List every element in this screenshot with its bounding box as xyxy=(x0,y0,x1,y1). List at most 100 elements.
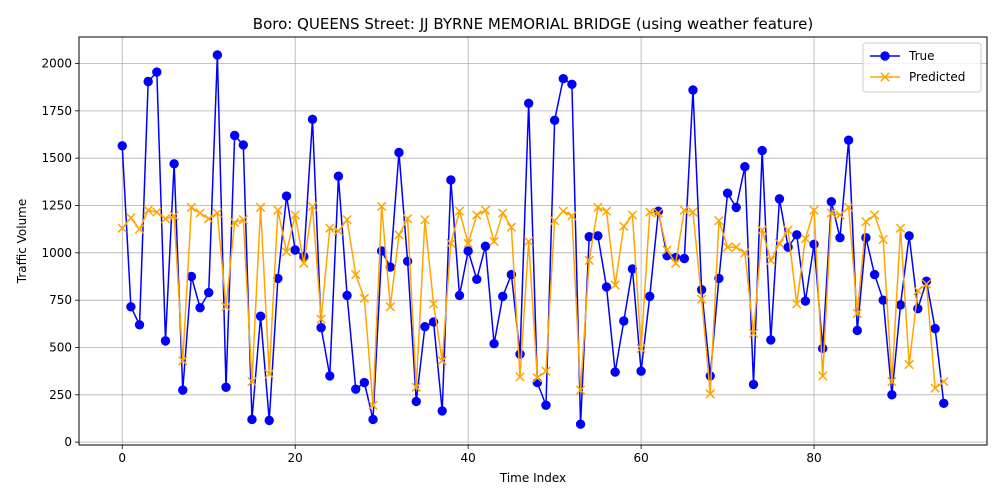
data-point-true xyxy=(895,300,906,310)
data-point-predicted xyxy=(610,280,620,290)
data-point-true xyxy=(134,320,145,330)
data-point-predicted xyxy=(861,216,871,227)
data-point-true xyxy=(722,188,733,198)
data-point-predicted xyxy=(238,214,249,225)
data-point-true xyxy=(316,322,326,333)
data-point-predicted xyxy=(333,226,344,236)
data-point-true xyxy=(204,287,214,298)
data-point-true xyxy=(939,398,949,409)
data-point-predicted xyxy=(411,382,421,392)
x-tick-label: 20 xyxy=(288,451,303,465)
data-point-predicted xyxy=(939,376,949,387)
y-tick-label: 1250 xyxy=(41,199,72,213)
data-point-true xyxy=(731,202,741,213)
data-point-true xyxy=(619,316,629,326)
grid-lines xyxy=(79,37,987,445)
data-point-true xyxy=(636,366,646,376)
data-point-predicted xyxy=(143,205,153,215)
data-point-predicted xyxy=(670,258,681,268)
x-tick-label: 40 xyxy=(461,451,476,465)
data-point-true xyxy=(281,191,292,201)
data-point-true xyxy=(221,382,231,392)
data-point-predicted xyxy=(817,371,828,381)
data-point-predicted xyxy=(792,299,802,309)
data-point-predicted xyxy=(420,214,430,225)
data-point-predicted xyxy=(342,214,352,225)
data-point-predicted xyxy=(134,224,145,234)
data-point-predicted xyxy=(169,211,179,221)
data-point-predicted xyxy=(593,202,603,213)
data-point-predicted xyxy=(126,213,136,223)
data-point-predicted xyxy=(325,223,335,233)
data-point-true xyxy=(143,76,153,87)
legend-marker-predicted xyxy=(880,72,890,82)
data-point-true xyxy=(705,371,715,381)
data-point-predicted xyxy=(913,285,923,296)
data-point-predicted xyxy=(152,207,162,217)
data-point-predicted xyxy=(584,255,594,266)
data-point-predicted xyxy=(921,279,932,289)
y-tick-label: 1000 xyxy=(41,246,72,260)
data-point-predicted xyxy=(428,299,439,309)
data-point-true xyxy=(394,147,404,158)
data-point-predicted xyxy=(376,201,387,212)
data-point-true xyxy=(342,290,352,301)
data-point-true xyxy=(558,73,568,84)
data-point-predicted xyxy=(653,208,664,218)
data-point-predicted xyxy=(895,223,906,233)
data-point-predicted xyxy=(662,245,672,255)
data-point-true xyxy=(152,67,162,77)
data-point-true xyxy=(532,377,543,388)
data-point-predicted xyxy=(489,236,499,247)
legend-label-predicted: Predicted xyxy=(909,70,965,84)
data-point-predicted xyxy=(679,205,690,215)
data-point-predicted xyxy=(826,208,837,218)
data-point-true xyxy=(748,379,759,390)
y-tick-label: 250 xyxy=(49,388,72,402)
data-point-predicted xyxy=(558,206,568,216)
data-point-true xyxy=(930,323,940,334)
data-point-predicted xyxy=(178,356,188,366)
data-point-true xyxy=(688,85,698,95)
data-point-predicted xyxy=(601,206,612,216)
data-point-predicted xyxy=(117,223,127,233)
data-point-predicted xyxy=(567,211,577,221)
legend-label-true: True xyxy=(908,49,935,63)
data-point-predicted xyxy=(887,376,897,387)
chart-title: Boro: QUEENS Street: JJ BYRNE MEMORIAL B… xyxy=(253,15,813,33)
y-tick-label: 0 xyxy=(64,435,72,449)
data-point-true xyxy=(229,130,240,141)
data-point-true xyxy=(610,367,620,377)
data-point-true xyxy=(601,282,612,292)
data-point-predicted xyxy=(748,328,759,339)
data-point-true xyxy=(480,241,491,251)
series-true xyxy=(117,50,949,429)
y-tick-label: 500 xyxy=(49,340,72,354)
data-point-predicted xyxy=(774,238,785,249)
data-point-true xyxy=(861,232,871,243)
data-point-predicted xyxy=(255,202,266,213)
data-point-predicted xyxy=(731,242,741,252)
data-point-predicted xyxy=(904,359,914,370)
data-point-predicted xyxy=(229,217,240,228)
data-point-true xyxy=(420,321,430,332)
data-point-predicted xyxy=(160,214,171,224)
data-point-true xyxy=(593,231,603,241)
x-tick-label: 60 xyxy=(633,451,648,465)
data-point-predicted xyxy=(316,314,326,324)
data-point-true xyxy=(869,269,880,280)
data-point-predicted xyxy=(766,255,776,266)
y-tick-label: 1500 xyxy=(41,151,72,165)
data-point-true xyxy=(446,175,456,185)
data-point-true xyxy=(645,291,655,302)
axis-ticks: 0 20 40 60 80 0 250 500 750 1000 1250 1500 1750 2000 xyxy=(41,57,821,465)
data-point-predicted xyxy=(290,210,300,220)
series-group xyxy=(117,50,949,429)
data-point-true xyxy=(325,371,335,381)
data-point-true xyxy=(549,115,560,126)
data-point-true xyxy=(515,349,525,359)
data-point-true xyxy=(126,302,136,312)
data-point-predicted xyxy=(722,242,733,252)
data-point-predicted xyxy=(437,356,447,366)
data-point-true xyxy=(169,159,179,169)
